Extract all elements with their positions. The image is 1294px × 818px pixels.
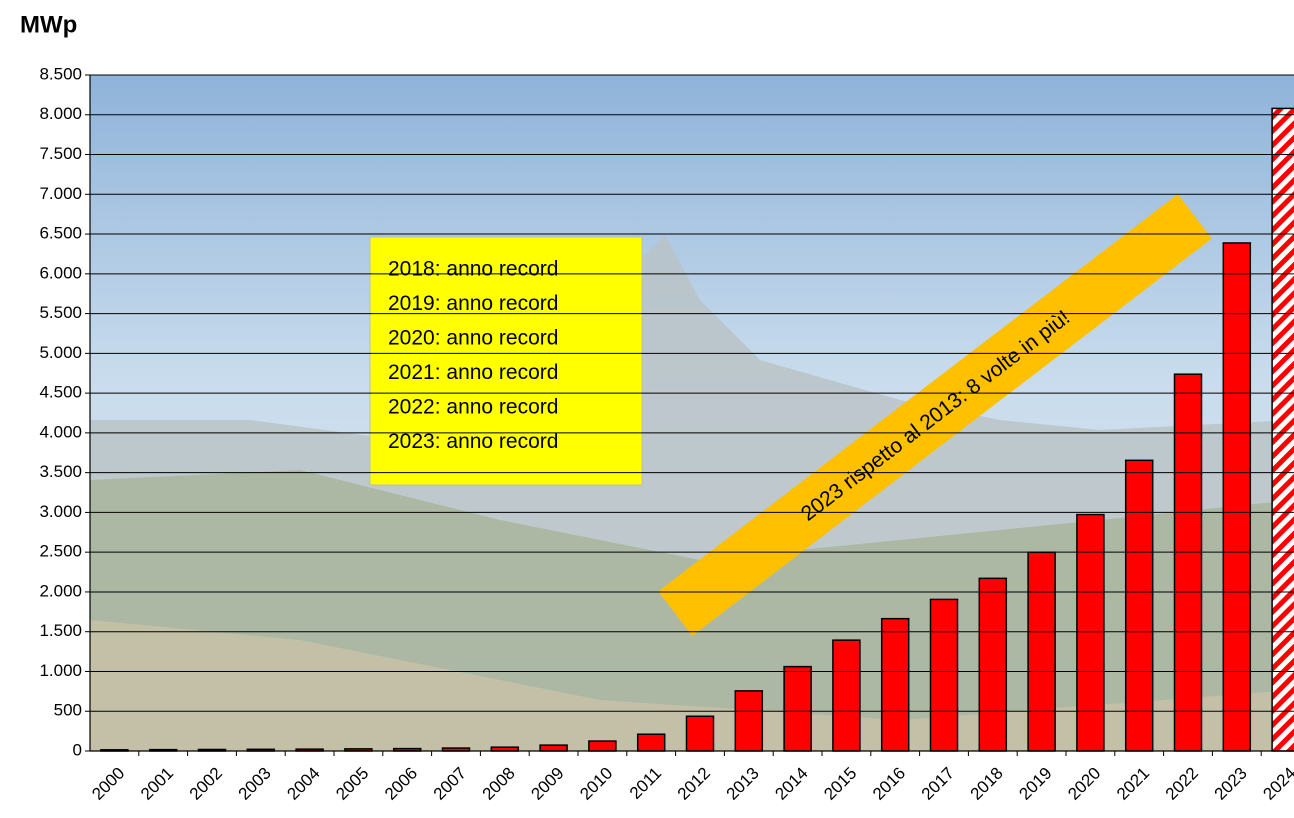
x-tick-label: 2023 (1211, 764, 1251, 804)
record-note: 2023: anno record (388, 430, 558, 453)
x-tick-label: 2018 (967, 764, 1007, 804)
bar (1027, 551, 1056, 752)
bar (1173, 373, 1203, 752)
bar (588, 740, 617, 752)
record-note: 2022: anno record (388, 396, 558, 419)
record-note: 2019: anno record (388, 292, 558, 315)
x-tick-label: 2009 (527, 764, 567, 804)
bar (539, 744, 568, 752)
x-tick-label: 2001 (137, 764, 177, 804)
x-tick-label: 2000 (88, 764, 128, 804)
bar (1271, 107, 1294, 752)
y-tick-label: 4.000 (39, 422, 82, 441)
bar (978, 577, 1008, 752)
record-box (369, 236, 643, 486)
x-tick-label: 2002 (186, 764, 226, 804)
x-tick-label: 2011 (626, 764, 665, 803)
x-tick-label: 2007 (430, 764, 470, 804)
bar (880, 617, 910, 752)
x-tick-label: 2006 (381, 764, 421, 804)
y-tick-label: 2.500 (39, 542, 82, 561)
bar (783, 665, 812, 752)
y-tick-label: 5.500 (39, 303, 82, 322)
x-tick-label: 2012 (674, 764, 714, 804)
x-tick-label: 2021 (1113, 764, 1153, 804)
y-tick-label: 5.000 (39, 343, 82, 362)
y-tick-label: 7.500 (39, 144, 82, 163)
record-note: 2021: anno record (388, 361, 558, 384)
x-tick-label: 2015 (820, 764, 860, 804)
y-tick-label: 7.000 (39, 184, 82, 203)
x-tick-label: 2014 (771, 764, 811, 804)
x-tick-label: 2013 (723, 764, 763, 804)
y-tick-label: 3.500 (39, 462, 82, 481)
y-axis-label: MWp (20, 11, 77, 38)
x-tick-label: 2019 (1015, 764, 1055, 804)
y-tick-label: 6.500 (39, 224, 82, 243)
x-tick-label: 2008 (479, 764, 519, 804)
y-tick-label: 8.500 (39, 64, 82, 83)
x-tick-label: 2003 (235, 764, 275, 804)
x-tick-label: 2016 (869, 764, 909, 804)
y-tick-label: 8.000 (39, 104, 82, 123)
x-tick-label: 2020 (1064, 764, 1104, 804)
bar (1076, 513, 1105, 752)
y-tick-label: 6.000 (39, 263, 82, 282)
x-tick-label: 2005 (332, 764, 372, 804)
y-tick-label: 1.000 (39, 661, 82, 680)
bar (685, 715, 715, 752)
bar (929, 598, 959, 752)
y-tick-label: 500 (54, 701, 82, 720)
x-tick-label: 2022 (1162, 764, 1202, 804)
bar (734, 690, 764, 752)
x-tick-label: 2004 (283, 764, 323, 804)
y-tick-label: 2.000 (39, 581, 82, 600)
x-tick-label: 2010 (576, 764, 616, 804)
bar (1124, 459, 1154, 752)
bar (636, 733, 666, 752)
record-note: 2020: anno record (388, 327, 558, 350)
y-tick-label: 3.000 (39, 502, 82, 521)
background (90, 75, 1294, 751)
y-tick-label: 1.500 (39, 621, 82, 640)
y-tick-label: 4.500 (39, 383, 82, 402)
record-note: 2018: anno record (388, 258, 558, 281)
x-tick-label: 2024 (1259, 764, 1294, 804)
bar (1222, 242, 1252, 752)
bar (832, 639, 861, 752)
x-tick-label: 2017 (918, 764, 958, 804)
y-tick-label: 0 (73, 740, 82, 759)
